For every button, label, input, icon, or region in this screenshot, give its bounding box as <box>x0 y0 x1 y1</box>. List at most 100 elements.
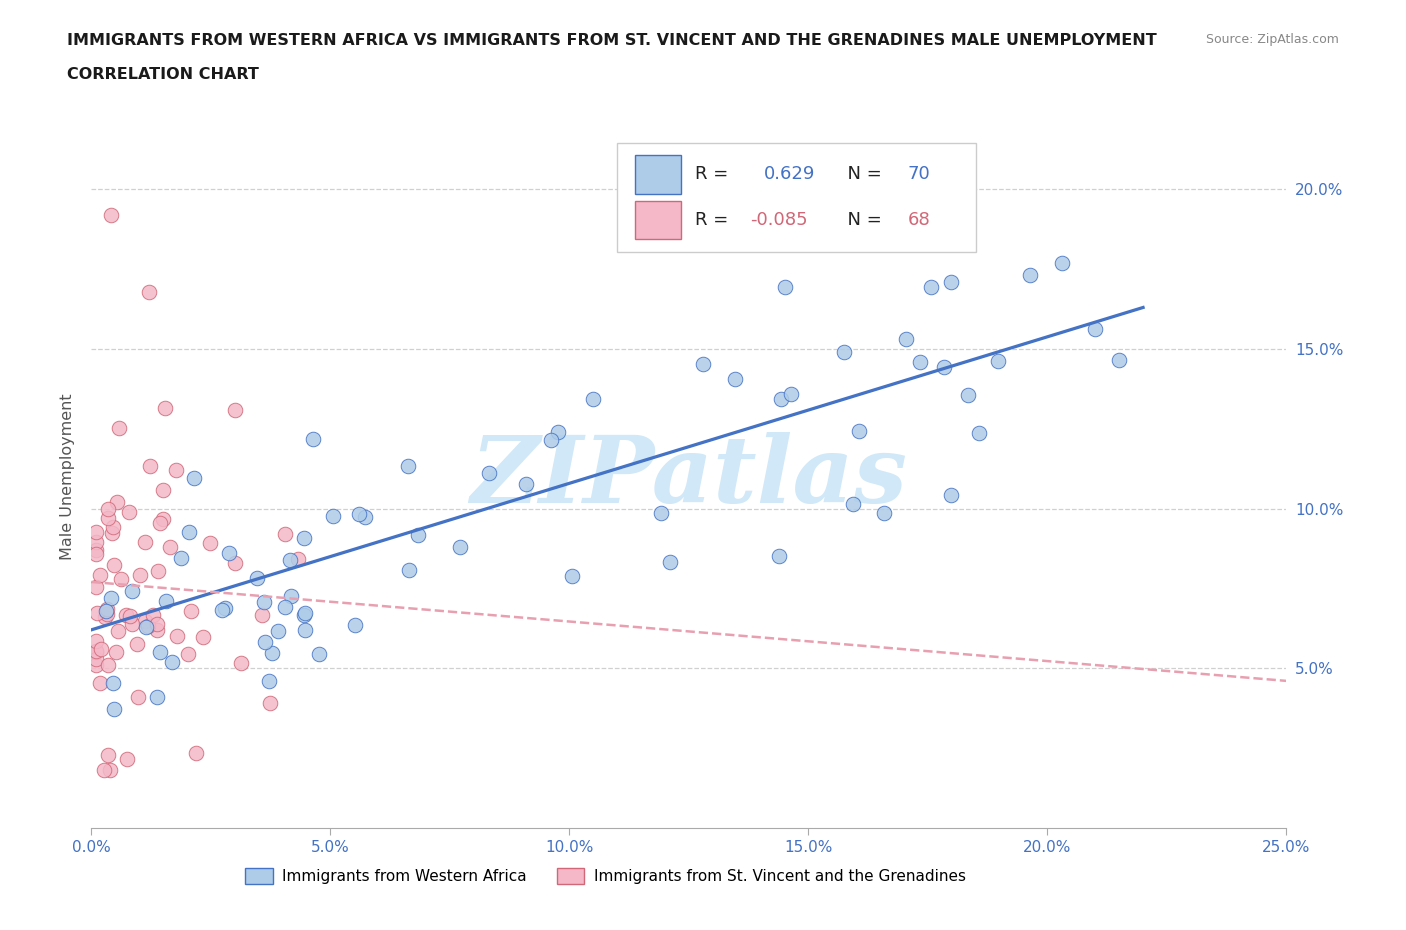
Point <box>406 527 429 542</box>
Point <box>100 525 122 540</box>
Point <box>257 673 280 688</box>
Point <box>84 525 107 539</box>
Point <box>1050 256 1073 271</box>
Point <box>125 636 148 651</box>
Point <box>165 462 187 477</box>
Point <box>724 372 747 387</box>
Point <box>1019 267 1042 282</box>
Point <box>398 563 420 578</box>
Point <box>84 547 107 562</box>
Point <box>186 746 208 761</box>
Point <box>449 539 471 554</box>
Text: CORRELATION CHART: CORRELATION CHART <box>67 67 259 82</box>
Point <box>908 355 931 370</box>
Point <box>138 284 160 299</box>
Point <box>266 623 288 638</box>
Point <box>159 539 181 554</box>
Text: Source: ZipAtlas.com: Source: ZipAtlas.com <box>1205 33 1339 46</box>
Point <box>84 535 107 550</box>
Point <box>224 555 246 570</box>
Point <box>294 623 316 638</box>
Point <box>160 655 183 670</box>
Point <box>396 458 419 473</box>
Point <box>135 619 157 634</box>
Text: 0.629: 0.629 <box>765 166 815 183</box>
Point <box>101 675 124 690</box>
Point <box>84 644 107 658</box>
Point <box>96 602 118 617</box>
Point <box>547 424 569 439</box>
Point <box>152 512 174 527</box>
Point <box>98 763 121 777</box>
Point <box>84 651 107 666</box>
Text: 70: 70 <box>908 166 931 183</box>
Text: IMMIGRANTS FROM WESTERN AFRICA VS IMMIGRANTS FROM ST. VINCENT AND THE GRENADINES: IMMIGRANTS FROM WESTERN AFRICA VS IMMIGR… <box>67 33 1157 47</box>
Point <box>768 549 790 564</box>
Point <box>96 658 118 672</box>
Point <box>84 644 107 659</box>
Point <box>93 763 115 777</box>
Point <box>127 690 149 705</box>
Legend: Immigrants from Western Africa, Immigrants from St. Vincent and the Grenadines: Immigrants from Western Africa, Immigran… <box>239 862 972 890</box>
Point <box>105 494 128 509</box>
FancyBboxPatch shape <box>636 155 681 193</box>
Point <box>773 279 796 294</box>
Point <box>322 509 344 524</box>
Point <box>134 613 156 628</box>
Point <box>97 748 120 763</box>
Point <box>176 647 198 662</box>
Point <box>779 387 801 402</box>
Point <box>100 207 122 222</box>
Point <box>956 388 979 403</box>
Point <box>278 552 301 567</box>
Point <box>100 591 122 605</box>
Point <box>308 646 330 661</box>
Point <box>214 601 236 616</box>
Point <box>692 357 714 372</box>
Point <box>145 623 167 638</box>
Point <box>149 644 172 659</box>
Y-axis label: Male Unemployment: Male Unemployment <box>60 393 76 560</box>
Point <box>84 633 107 648</box>
Point <box>224 403 246 418</box>
Point <box>103 519 125 534</box>
Point <box>347 507 370 522</box>
Point <box>103 702 125 717</box>
Point <box>287 551 309 566</box>
Point <box>97 501 120 516</box>
Point <box>302 432 325 446</box>
Point <box>84 580 107 595</box>
Point <box>115 607 138 622</box>
Point <box>582 392 605 406</box>
Point <box>84 658 107 672</box>
Point <box>115 751 138 766</box>
Point <box>97 511 120 525</box>
Text: -0.085: -0.085 <box>749 211 807 229</box>
Point <box>86 606 108 621</box>
Point <box>848 424 870 439</box>
Point <box>292 607 315 622</box>
Point <box>94 609 117 624</box>
Point <box>120 608 142 623</box>
Text: 68: 68 <box>908 211 931 229</box>
Point <box>103 558 125 573</box>
Point <box>229 656 252 671</box>
Point <box>198 536 221 551</box>
Point <box>253 634 276 649</box>
Point <box>939 274 962 289</box>
Point <box>294 605 316 620</box>
Point <box>987 353 1010 368</box>
Point <box>121 584 143 599</box>
Point <box>107 623 129 638</box>
Point <box>96 606 118 621</box>
Point <box>177 525 200 539</box>
Point <box>118 505 141 520</box>
Text: N =: N = <box>837 211 887 229</box>
Point <box>128 567 150 582</box>
Text: R =: R = <box>695 211 734 229</box>
Point <box>941 487 963 502</box>
Point <box>920 279 942 294</box>
Point <box>155 593 177 608</box>
Text: R =: R = <box>695 166 740 183</box>
Point <box>183 471 205 485</box>
